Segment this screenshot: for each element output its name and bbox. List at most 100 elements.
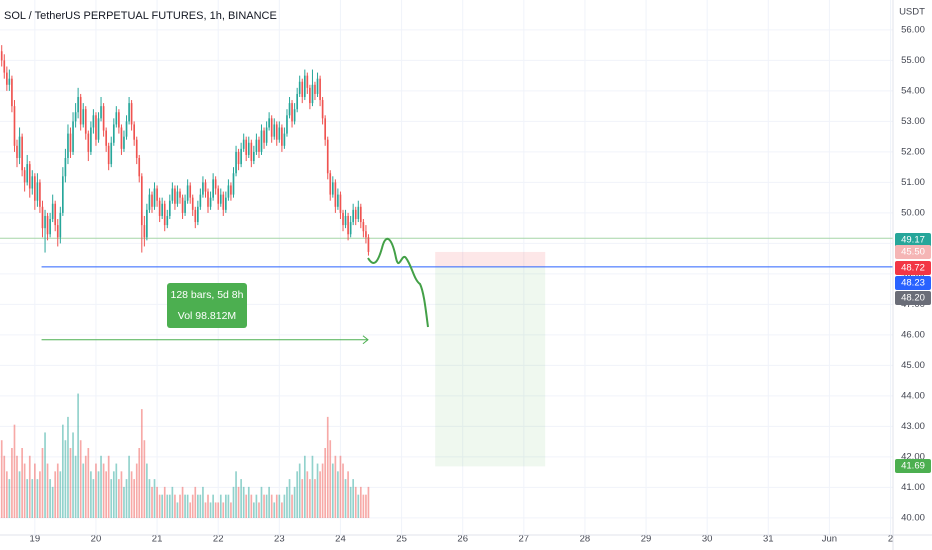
volume-bar <box>128 455 130 518</box>
candle-body <box>296 93 299 110</box>
volume-bar <box>255 494 258 518</box>
volume-bar <box>97 471 100 518</box>
candles <box>0 45 370 256</box>
volume-bar <box>291 494 293 518</box>
candle-body <box>181 197 184 213</box>
volume-bar <box>28 455 31 518</box>
candle-body <box>39 182 41 207</box>
candle-body <box>283 133 286 146</box>
volume-bar <box>197 494 199 518</box>
candle-body <box>77 96 79 113</box>
candle-body <box>191 197 194 210</box>
volume-bar <box>331 463 334 518</box>
candle-body <box>212 179 214 198</box>
volume-bar <box>265 494 268 518</box>
volume-bar <box>21 448 23 518</box>
volume-bar <box>72 432 74 518</box>
volume-bar <box>105 471 108 518</box>
measure-box <box>167 283 247 328</box>
y-tick-label: 45.00 <box>901 360 925 371</box>
candle-body <box>28 164 31 189</box>
candle-body <box>219 194 222 204</box>
volume-bar <box>311 455 314 518</box>
candle-body <box>46 215 49 235</box>
candle-body <box>186 185 189 201</box>
candle-body <box>34 176 36 201</box>
volume-bar <box>168 494 171 518</box>
volume-bar <box>59 471 62 518</box>
x-tick-label: 22 <box>213 534 224 545</box>
x-tick-label: 21 <box>152 534 163 545</box>
x-tick-label: 23 <box>274 534 285 545</box>
candle-body <box>26 164 29 183</box>
volume-bar <box>365 494 367 518</box>
price-label: 48.72 <box>901 263 925 274</box>
volume-bar <box>123 486 125 518</box>
candle-body <box>278 127 281 140</box>
volume-bar <box>314 479 316 518</box>
volume-bar <box>174 494 176 518</box>
candle-body <box>92 115 95 128</box>
candle-body <box>265 127 268 143</box>
price-label-bg <box>895 245 931 259</box>
candle-body <box>247 142 250 155</box>
candle-body <box>359 206 362 223</box>
candle-body <box>303 75 306 97</box>
volume-bar <box>84 455 87 518</box>
y-tick-label: 42.00 <box>901 451 925 462</box>
candle-body <box>120 127 123 149</box>
volume-bar <box>245 494 248 518</box>
y-tick-label: 52.00 <box>901 146 925 157</box>
volume-bar <box>301 479 304 518</box>
volume-bar <box>87 448 90 518</box>
candle-body <box>258 139 260 152</box>
candle-body <box>331 182 334 195</box>
volume-bar <box>8 479 11 518</box>
volume-bar <box>253 502 255 518</box>
volume-bar <box>146 463 148 518</box>
volume-bar <box>316 463 319 518</box>
candle-body <box>199 194 202 207</box>
candle-body <box>69 133 72 152</box>
candle-body <box>293 109 296 122</box>
candle-body <box>334 182 337 207</box>
candle-body <box>237 151 240 165</box>
candle-body <box>0 51 3 61</box>
candle-body <box>31 176 34 189</box>
candle-body <box>362 222 365 232</box>
volume-bar <box>219 494 222 518</box>
candle-body <box>151 194 153 207</box>
candle-body <box>222 194 225 210</box>
candle-body <box>319 78 321 101</box>
candle-body <box>3 60 6 73</box>
volume-bar <box>337 471 339 518</box>
volume-bar <box>232 486 235 518</box>
candle-body <box>67 133 69 158</box>
candle-body <box>123 136 125 149</box>
price-label: 45.50 <box>901 247 925 258</box>
volume-bar <box>115 463 118 518</box>
volume-bar <box>151 486 153 518</box>
volume-bar <box>217 502 220 518</box>
volume-bar <box>240 479 242 518</box>
volume-bar <box>23 463 26 518</box>
volume-bar <box>82 463 85 518</box>
y-tick-label: 40.00 <box>901 512 925 523</box>
candle-body <box>84 109 87 134</box>
candle-body <box>44 215 46 229</box>
target-zone <box>435 266 546 467</box>
volume-bar <box>138 448 141 518</box>
volume-bar <box>34 463 36 518</box>
y-tick-label: 56.00 <box>901 24 925 35</box>
volume-bar <box>191 494 194 518</box>
candle-body <box>82 109 85 125</box>
volume-bar <box>176 502 179 518</box>
volume-bar <box>77 393 79 518</box>
volume-bar <box>135 463 138 518</box>
volume-bar <box>51 486 54 518</box>
x-tick-label: 19 <box>30 534 41 545</box>
volume-bar <box>36 479 39 518</box>
candle-body <box>158 200 161 216</box>
candle-body <box>357 206 360 220</box>
